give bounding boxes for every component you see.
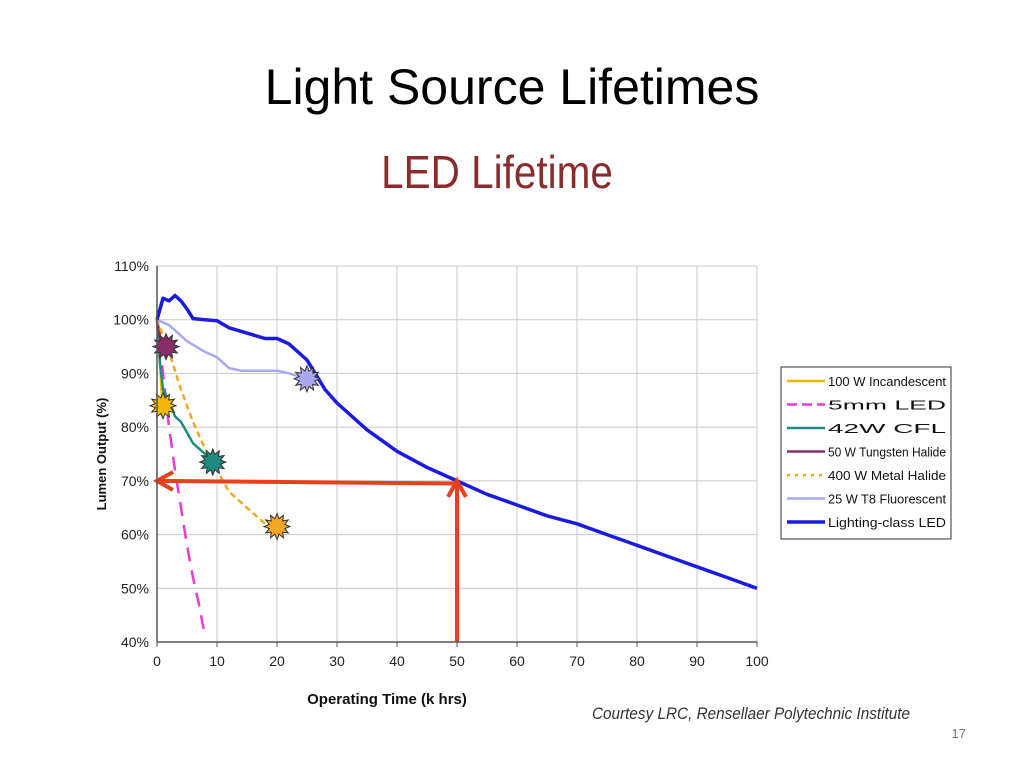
x-tick-label: 10 (209, 653, 225, 669)
legend-label-4: 400 W Metal Halide (828, 468, 946, 483)
y-tick-label: 110% (114, 258, 149, 274)
legend-label-1: 5mm LED (828, 398, 946, 413)
x-tick-label: 70 (569, 653, 585, 669)
y-tick-label: 80% (121, 419, 149, 435)
series-line-6 (155, 293, 758, 590)
y-tick-label: 90% (121, 365, 149, 381)
series-end-marker-0 (148, 391, 178, 421)
x-tick-label: 100 (745, 653, 769, 669)
x-tick-label: 50 (449, 653, 465, 669)
series-end-marker-5 (292, 364, 322, 394)
x-tick-label: 40 (389, 653, 405, 669)
x-tick-label: 30 (329, 653, 345, 669)
x-tick-label: 90 (689, 653, 705, 669)
legend-label-5: 25 W T8 Fluorescent (828, 492, 946, 507)
legend-label-2: 42W CFL (828, 421, 946, 436)
page-number: 17 (951, 726, 966, 741)
y-tick-label: 40% (121, 634, 149, 650)
y-tick-label: 70% (121, 473, 149, 489)
annotation-arrow-line-1 (156, 478, 458, 486)
series-line-5 (156, 318, 308, 380)
legend-box (780, 366, 952, 540)
legend-label-0: 100 W Incandescent (828, 374, 946, 389)
y-tick-label: 60% (121, 527, 149, 543)
chart-title: LED Lifetime (381, 146, 613, 198)
source-note: Courtesy LRC, Rensellaer Polytechnic Ins… (592, 704, 911, 723)
x-tick-label: 60 (509, 653, 525, 669)
y-tick-label: 100% (113, 312, 149, 328)
series-end-marker-3 (151, 332, 181, 361)
x-tick-label: 0 (153, 653, 161, 669)
legend-label-3: 50 W Tungsten Halide (828, 445, 946, 460)
series-end-marker-2 (198, 447, 228, 477)
x-tick-label: 80 (629, 653, 645, 669)
y-axis-label: Lumen Output (%) (94, 398, 109, 511)
annotation-arrow-head-0 (446, 476, 468, 498)
y-tick-label: 50% (121, 580, 149, 596)
x-axis-label: Operating Time (k hrs) (307, 691, 467, 708)
x-tick-label: 20 (269, 653, 285, 669)
series-end-marker-4 (262, 512, 292, 541)
series-line-2 (155, 319, 213, 463)
legend-label-6: Lighting-class LED (828, 515, 946, 530)
slide-title: Light Source Lifetimes (264, 59, 760, 115)
